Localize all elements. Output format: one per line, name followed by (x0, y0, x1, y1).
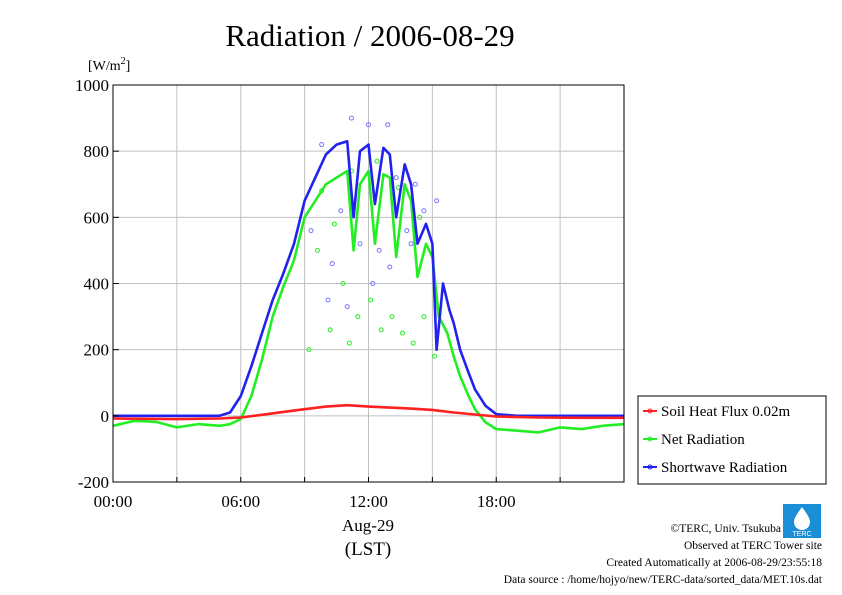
scatter-point (374, 158, 380, 164)
scatter-point (387, 264, 393, 270)
y-tick-label: 200 (84, 341, 110, 360)
scatter-point (308, 228, 314, 234)
logo-text: TERC (792, 531, 811, 538)
grid (112, 84, 625, 483)
legend: Soil Heat Flux 0.02m Net Radiation Shortwa… (637, 395, 827, 485)
scatter-point (412, 181, 418, 187)
scatter-point (378, 327, 384, 333)
y-tick-label: 800 (84, 142, 110, 161)
legend-box (637, 395, 827, 485)
y-axis-label-sup: 2 (121, 56, 126, 67)
scatter-point (376, 247, 382, 253)
scatter-point (410, 340, 416, 346)
scatter-point (306, 347, 312, 353)
footer-source: Data source : /home/hojyo/new/TERC-data/… (504, 574, 823, 586)
x-tick-label: 00:00 (94, 492, 133, 511)
scatter-point (389, 314, 395, 320)
series-line (113, 139, 624, 418)
scatter-point (338, 208, 344, 214)
footer-created: Created Automatically at 2006-08-29/23:5… (606, 557, 822, 569)
scatter-point (329, 261, 335, 267)
scatter-point (370, 281, 376, 286)
scatter-point (331, 221, 337, 227)
y-tick-label: 400 (84, 275, 110, 294)
scatter-point (344, 304, 350, 310)
legend-marker (647, 436, 653, 442)
legend-label: Shortwave Radiation (661, 460, 788, 476)
scatter-point (393, 175, 399, 181)
scatter-point (408, 241, 414, 247)
scatter-point (357, 241, 363, 247)
scatter-point (400, 330, 406, 336)
y-axis: -200 0 200 400 600 800 1000 (75, 76, 119, 492)
scatter-point (314, 247, 320, 253)
x-tick-label: 12:00 (349, 492, 388, 511)
legend-marker (647, 408, 653, 414)
x-axis: 00:00 06:00 12:00 18:00 (94, 477, 625, 511)
y-tick-label: 0 (101, 407, 110, 426)
y-tick-label: 600 (84, 208, 110, 227)
scatter-point (327, 327, 333, 333)
scatter-point (348, 115, 354, 121)
y-tick-label: -200 (78, 473, 109, 492)
scatter-point (346, 340, 352, 346)
x-tick-label: 06:00 (221, 492, 260, 511)
chart-title: Radiation / 2006-08-29 (225, 18, 514, 53)
scatter-point (319, 142, 325, 148)
scatter-point (355, 314, 361, 320)
legend-label: Soil Heat Flux 0.02m (661, 404, 791, 420)
scatter-point (404, 228, 410, 234)
scatter-point (421, 314, 427, 320)
x-axis-date-label: Aug-29 (342, 516, 394, 535)
legend-label: Net Radiation (661, 432, 745, 448)
x-axis-unit-label: (LST) (345, 539, 391, 560)
scatter-point (434, 198, 440, 204)
y-axis-label-close: ] (126, 59, 131, 74)
terc-logo: TERC (783, 504, 821, 538)
series-layer (112, 115, 625, 434)
legend-marker (647, 464, 653, 470)
scatter-point (340, 281, 346, 286)
footer-copyright: ©TERC, Univ. Tsukuba (671, 523, 781, 535)
series-line (112, 403, 624, 421)
x-tick-label: 18:00 (477, 492, 516, 511)
scatter-point (417, 214, 423, 220)
y-tick-label: 1000 (75, 76, 109, 95)
scatter-point (325, 297, 331, 303)
scatter-point (432, 353, 438, 359)
y-axis-label: [W/m2] (88, 56, 130, 74)
water-drop-icon (794, 507, 810, 530)
scatter-point (368, 297, 374, 303)
series-line (112, 169, 625, 434)
scatter-point (385, 122, 391, 128)
footer-site: Observed at TERC Tower site (684, 540, 822, 552)
scatter-point (421, 208, 427, 214)
scatter-point (366, 122, 371, 128)
